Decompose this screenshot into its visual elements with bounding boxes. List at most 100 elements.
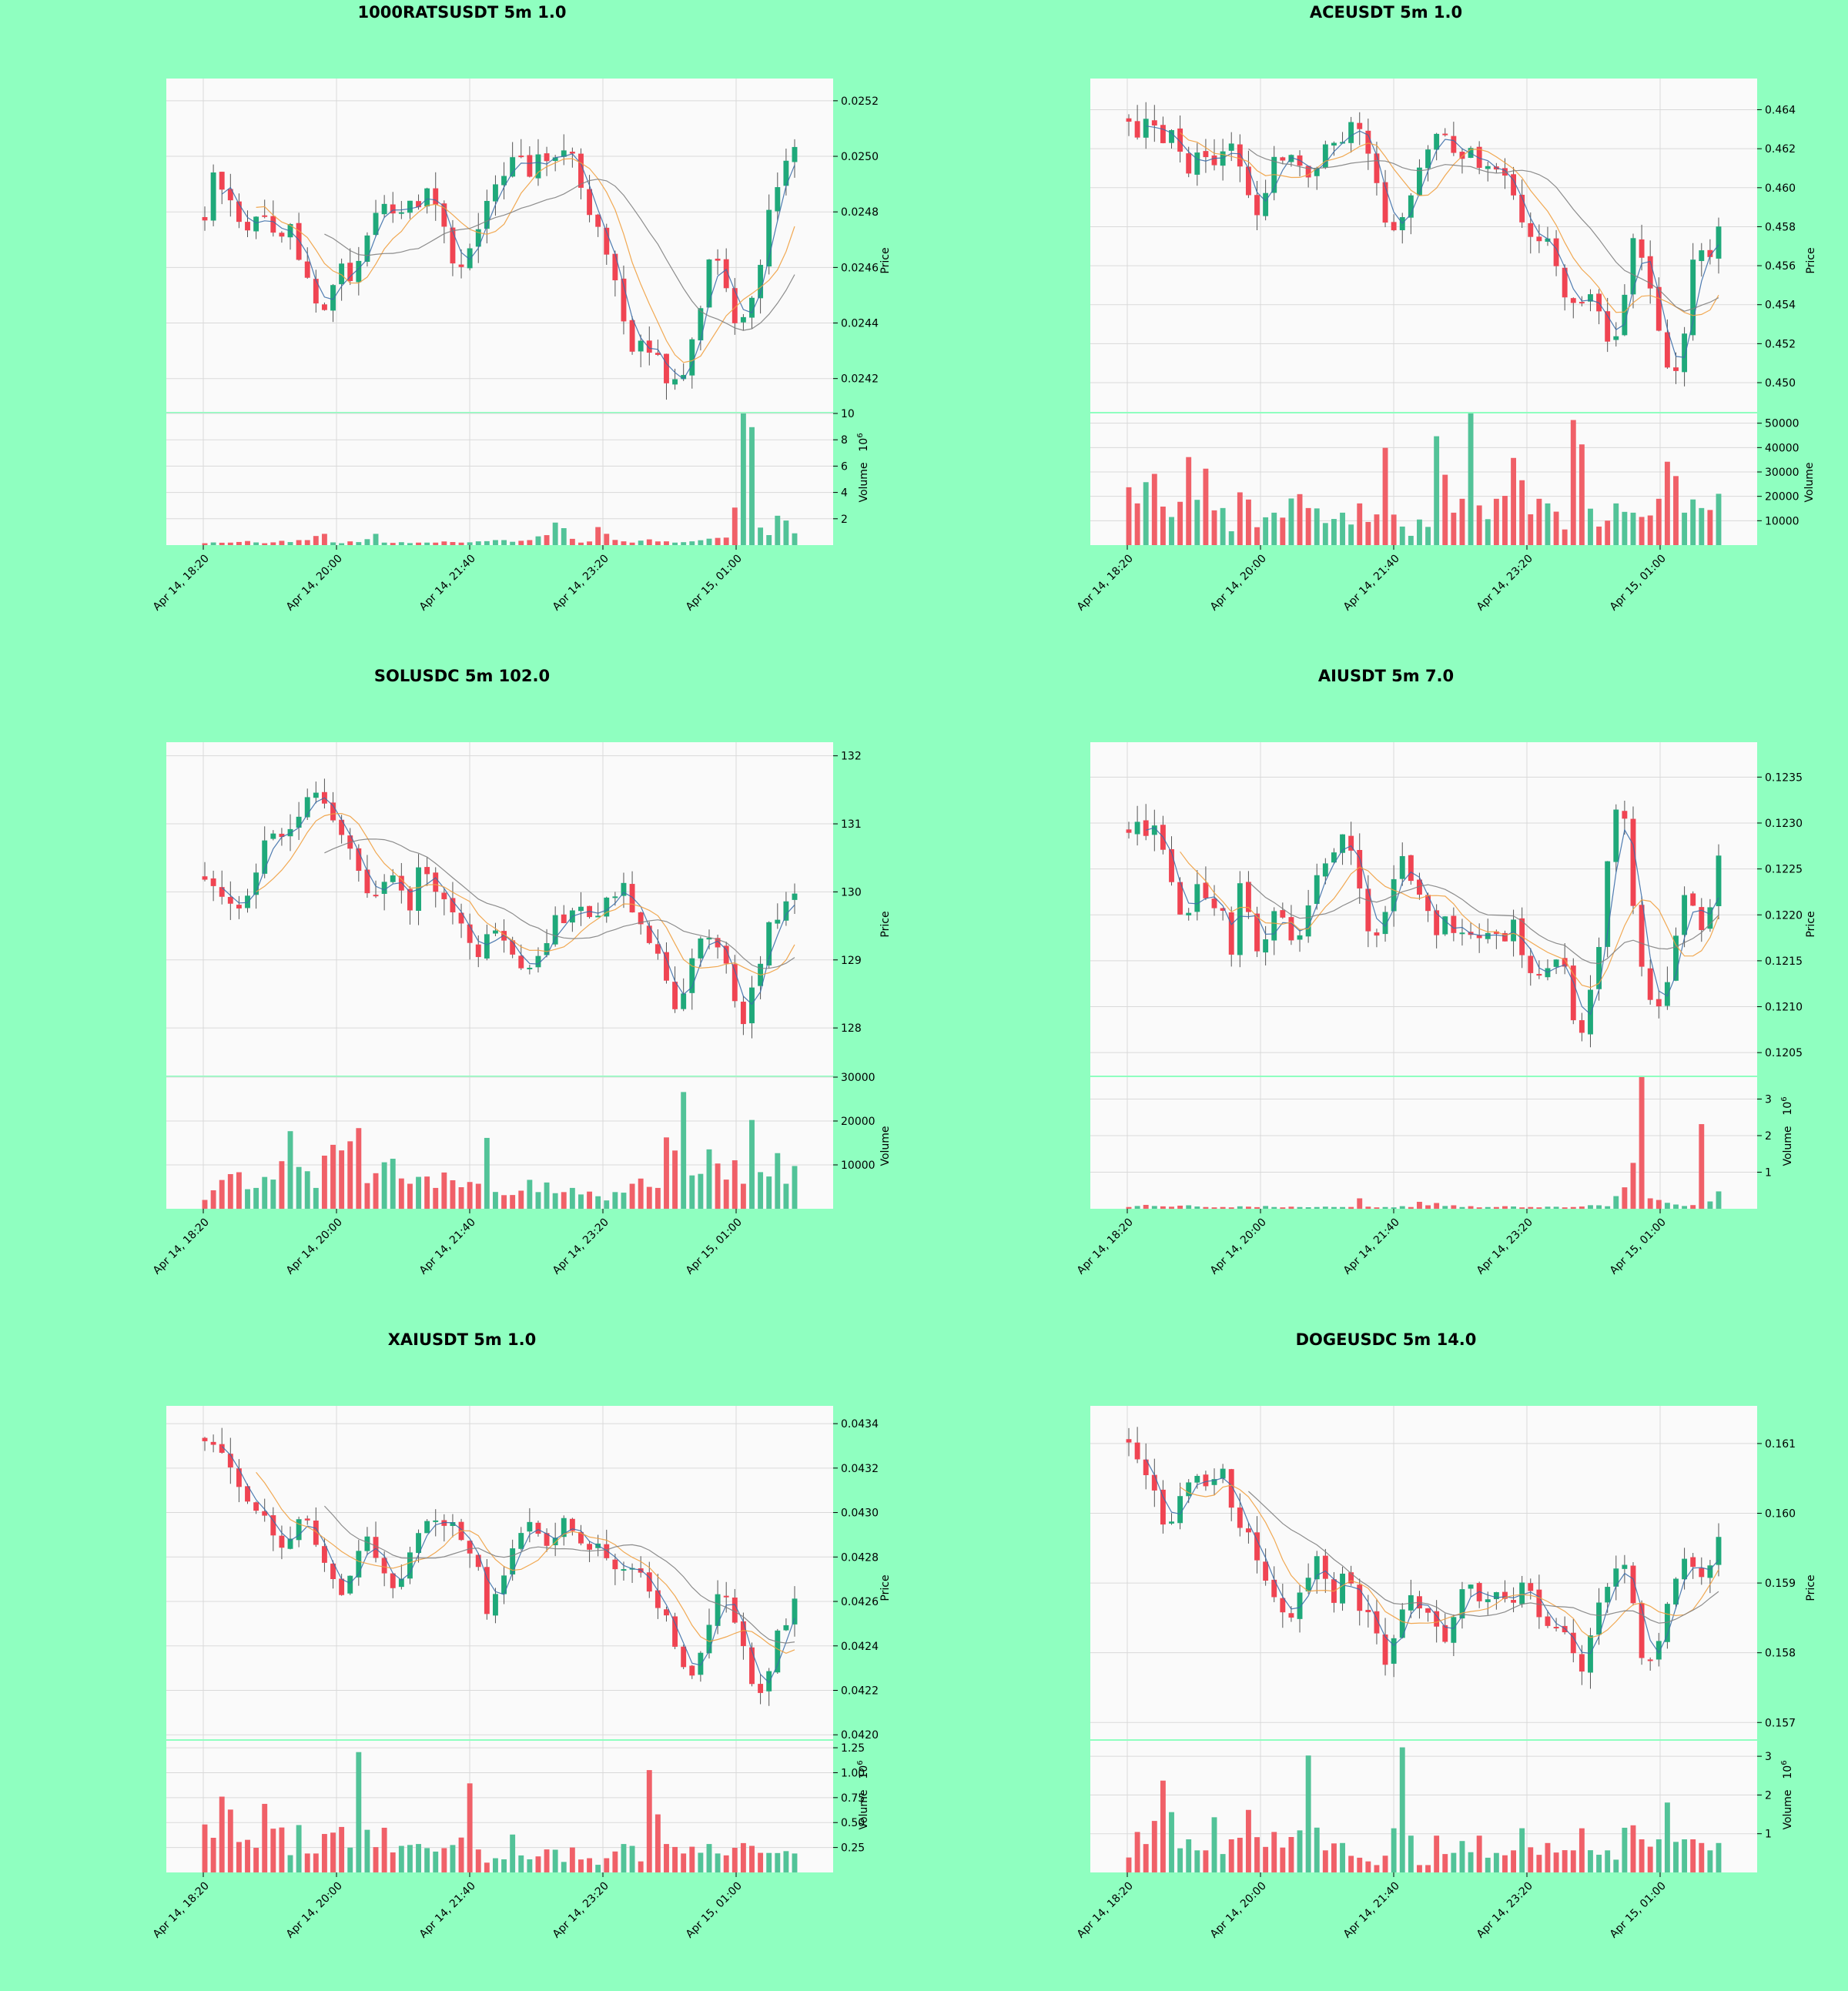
candle-down	[1562, 267, 1568, 298]
moving-average-slow-line	[1247, 1491, 1719, 1624]
candle-up	[1485, 166, 1491, 169]
volume-bar	[1348, 1206, 1354, 1209]
volume-bar	[595, 1865, 601, 1872]
volume-bar	[373, 534, 379, 545]
volume-bar	[1630, 1825, 1636, 1872]
price-tick-label: 0.160	[1765, 1508, 1796, 1521]
price-tick-label: 0.1235	[1765, 771, 1803, 784]
price-tick-label: 0.464	[1765, 105, 1796, 117]
candle-down	[612, 1559, 618, 1570]
volume-bar	[578, 1194, 584, 1209]
candle-up	[1613, 809, 1619, 862]
volume-plot-area	[1090, 413, 1757, 545]
chart-title: SOLUSDC 5m 102.0	[373, 667, 551, 685]
volume-bar	[304, 1853, 310, 1872]
candle-up	[1305, 905, 1311, 937]
volume-bar	[749, 1119, 755, 1209]
volume-bar	[1220, 1854, 1226, 1872]
volume-bar	[775, 1852, 781, 1872]
candle-down	[1639, 239, 1645, 258]
volume-tick-label: 1	[1765, 1829, 1772, 1841]
volume-bar	[1682, 512, 1688, 545]
candle-down	[1288, 917, 1294, 941]
volume-bar	[1143, 482, 1149, 545]
volume-bar	[629, 542, 635, 545]
volume-bar	[1169, 517, 1174, 545]
candle-up	[681, 375, 687, 380]
volume-bar	[262, 543, 268, 545]
candle-down	[646, 340, 652, 353]
chart-title: XAIUSDT 5m 1.0	[387, 1330, 537, 1349]
candle-up	[510, 157, 516, 177]
x-tick-label: Apr 14, 21:40	[1341, 553, 1402, 614]
volume-bar	[1613, 503, 1619, 545]
candle-down	[219, 887, 225, 897]
volume-bar	[424, 1176, 430, 1209]
volume-bar	[766, 1852, 772, 1872]
candle-down	[1690, 1557, 1696, 1568]
candle-down	[578, 1531, 584, 1544]
candle-up	[493, 1594, 498, 1616]
chart-title: ACEUSDT 5m 1.0	[1309, 3, 1463, 22]
candle-down	[654, 944, 661, 954]
price-tick-label: 0.460	[1765, 182, 1796, 195]
volume-tick-label: 30000	[1765, 467, 1799, 479]
volume-bar	[1596, 1205, 1602, 1209]
candle-down	[654, 353, 661, 355]
volume-bar	[1280, 1847, 1286, 1872]
volume-bar	[493, 1192, 498, 1209]
volume-bar	[766, 534, 772, 545]
candle-up	[1707, 907, 1713, 929]
candle-up	[638, 340, 644, 352]
candle-up	[450, 1522, 456, 1526]
price-tick-label: 0.458	[1765, 221, 1796, 233]
candle-down	[1126, 118, 1132, 122]
volume-bar	[664, 1844, 669, 1872]
candle-down	[518, 156, 524, 158]
volume-bar	[1314, 1206, 1320, 1209]
volume-bar	[1357, 1857, 1363, 1872]
volume-bar	[501, 540, 507, 545]
candle-down	[723, 945, 729, 964]
volume-bar	[245, 1839, 250, 1872]
volume-bar	[398, 542, 404, 545]
volume-bar	[569, 538, 575, 545]
volume-bar	[1699, 507, 1705, 545]
candle-down	[467, 924, 473, 943]
volume-bar	[732, 1160, 738, 1209]
volume-bar	[1451, 1852, 1457, 1872]
candle-down	[1630, 1565, 1636, 1604]
volume-bar	[236, 1842, 242, 1872]
volume-bar	[321, 534, 327, 545]
volume-bar	[527, 540, 533, 545]
volume-series	[1126, 1747, 1722, 1872]
candle-up	[783, 160, 789, 186]
candle-up	[1322, 863, 1328, 877]
candle-down	[638, 912, 644, 925]
volume-bar	[1160, 1780, 1166, 1872]
volume-bar	[664, 541, 669, 545]
candle-up	[424, 1521, 430, 1534]
volume-bar	[775, 1153, 781, 1209]
candle-down	[270, 216, 276, 233]
volume-bar	[1570, 420, 1576, 545]
candle-up	[527, 967, 533, 969]
candle-down	[1143, 1459, 1149, 1475]
volume-tick-label: 2	[1765, 1789, 1772, 1802]
volume-bar	[758, 1172, 764, 1209]
candle-down	[1664, 332, 1670, 368]
volume-bar	[510, 541, 516, 545]
volume-tick-label: 40000	[1765, 442, 1799, 454]
volume-bar	[1374, 1207, 1380, 1209]
candle-up	[1485, 1599, 1491, 1602]
volume-bar	[672, 1150, 678, 1209]
candle-down	[1647, 256, 1653, 289]
candle-up	[1399, 855, 1405, 879]
volume-tick-label: 30000	[841, 1072, 875, 1084]
volume-bar	[595, 527, 601, 545]
volume-bar	[1511, 1206, 1517, 1209]
volume-bar	[689, 1846, 695, 1872]
volume-bar	[1288, 1206, 1294, 1209]
price-plot-area	[166, 79, 833, 412]
candle-down	[1126, 1439, 1132, 1443]
